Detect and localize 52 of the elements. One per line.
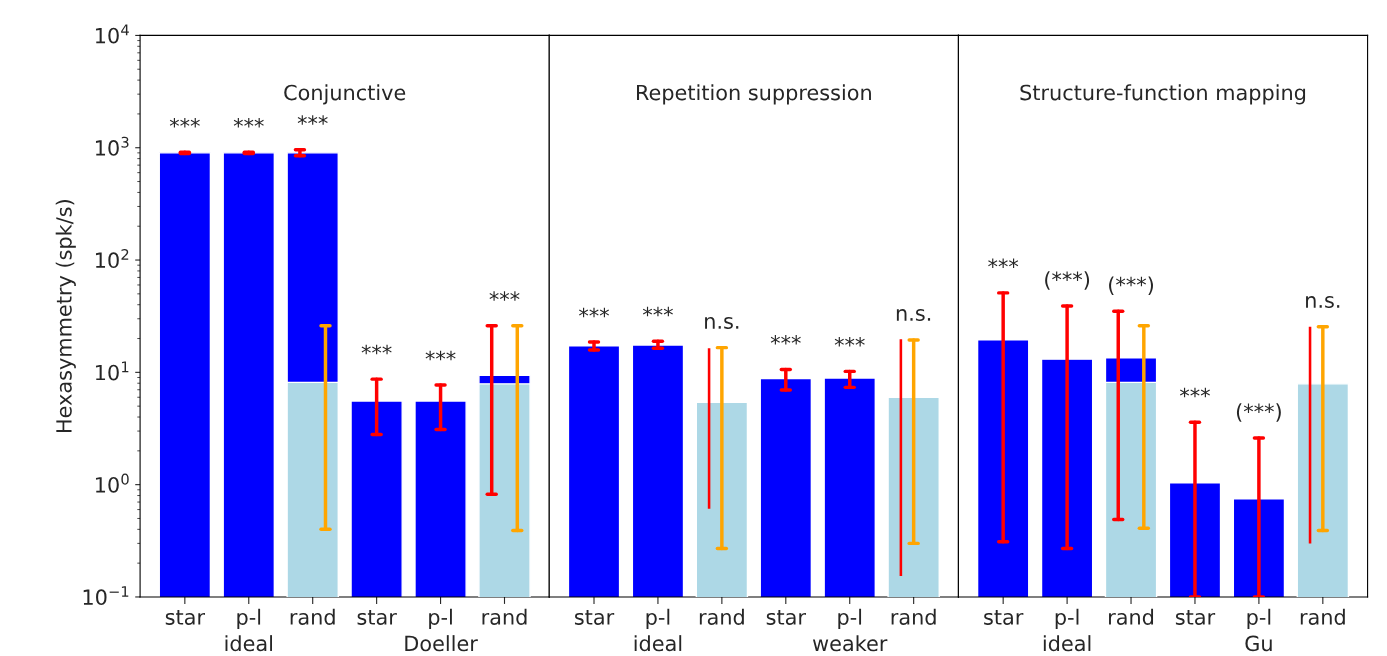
text: Conjunctive <box>284 84 406 105</box>
annotation: n.s. <box>705 316 739 329</box>
y-tick-label: 10$^{0}$ <box>95 473 129 493</box>
x-tick-label: star <box>766 609 806 625</box>
text: ideal <box>634 635 682 652</box>
x-tick-label: rand <box>1300 608 1345 625</box>
annotation: *** <box>425 350 456 361</box>
x-tick-label: star <box>574 609 615 625</box>
x-tick-label: p-l <box>1055 608 1079 629</box>
text: Repetition suppression <box>637 84 871 105</box>
x-tick-label: rand <box>290 608 335 625</box>
annotation: *** <box>489 291 520 301</box>
annotation: *** <box>642 306 673 317</box>
text: weaker <box>812 635 888 652</box>
text: Doeller <box>405 635 478 652</box>
annotation: *** <box>169 117 200 128</box>
annotation: *** <box>361 344 392 355</box>
x-tick-label: star <box>1175 609 1216 625</box>
y-tick-label: 10$^{4}$ <box>95 24 129 44</box>
annotation: *** <box>1179 387 1210 398</box>
annotation: *** <box>579 307 610 318</box>
annotation: *** <box>233 117 264 128</box>
text: Structure-function mapping <box>1020 84 1306 105</box>
x-tick-label: rand <box>482 608 527 625</box>
annotation: *** <box>297 115 328 125</box>
y-tick-label: 10$^{−1}$ <box>83 586 129 606</box>
annotation: *** <box>834 336 865 347</box>
annotation: (***) <box>1045 271 1090 290</box>
annotation: n.s. <box>896 309 931 321</box>
text: ideal <box>225 635 273 652</box>
y-axis-title: Hexasymmetry (spk/s) <box>55 200 76 433</box>
y-tick-label: 10$^{2}$ <box>95 249 129 269</box>
x-tick-label: star <box>165 609 206 625</box>
x-tick-label: p-l <box>1247 608 1271 629</box>
annotation: *** <box>770 335 801 345</box>
annotation: *** <box>988 258 1019 268</box>
x-tick-label: p-l <box>838 608 862 629</box>
x-tick-label: p-l <box>646 608 670 629</box>
y-tick-label: 10$^{3}$ <box>95 136 129 156</box>
y-tick-label: 10$^{1}$ <box>95 361 129 381</box>
x-tick-label: star <box>357 609 397 625</box>
text: ideal <box>1043 635 1091 652</box>
x-tick-label: rand <box>1109 608 1154 625</box>
annotation: (***) <box>1109 276 1153 296</box>
x-tick-label: star <box>984 609 1024 625</box>
x-tick-label: rand <box>891 608 936 625</box>
annotation: (***) <box>1236 403 1281 422</box>
x-tick-label: rand <box>699 608 744 625</box>
text: Gu <box>1245 635 1272 652</box>
x-tick-label: p-l <box>429 608 452 629</box>
x-tick-label: p-l <box>237 608 261 629</box>
annotation: n.s. <box>1306 296 1340 309</box>
